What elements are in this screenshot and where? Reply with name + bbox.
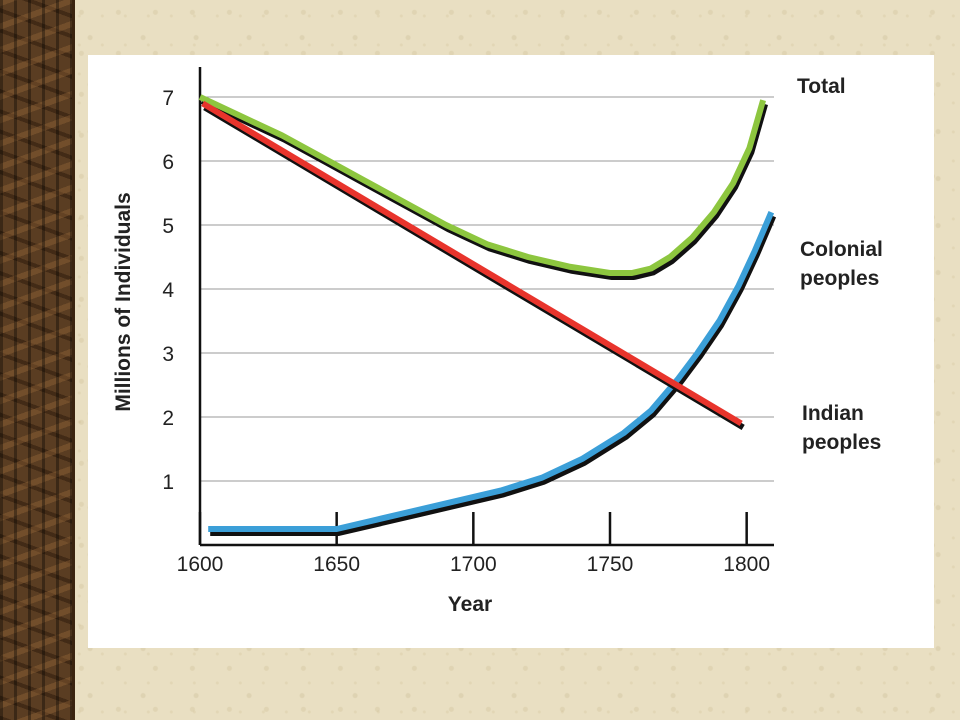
y-tick-label: 2 <box>162 407 174 430</box>
x-tick-label: 1600 <box>177 553 224 576</box>
series-line-total <box>198 94 766 276</box>
x-tick-label: 1700 <box>450 553 497 576</box>
x-tick-label: 1800 <box>723 553 770 576</box>
series-label-colonial-line1: Colonial <box>800 238 883 261</box>
x-tick-label: 1650 <box>313 553 360 576</box>
series-line-indian <box>201 100 743 426</box>
series-line-shadow-colonial <box>210 215 777 536</box>
series-label-colonial-line2: peoples <box>800 267 879 290</box>
y-tick-label: 3 <box>162 343 174 366</box>
series-label-total: Total <box>797 75 846 98</box>
y-tick-label: 4 <box>162 279 174 302</box>
y-tick-label: 6 <box>162 151 174 174</box>
series-label-indian-line1: Indian <box>802 402 864 425</box>
y-tick-label: 5 <box>162 215 174 238</box>
bark-texture-sidebar <box>0 0 75 720</box>
x-axis-title: Year <box>448 593 492 616</box>
series-label-indian-line2: peoples <box>802 431 881 454</box>
x-tick-label: 1750 <box>587 553 634 576</box>
series-line-colonial <box>208 211 775 532</box>
chart-panel: 1 2 3 4 5 6 7 1600 1650 1700 1750 1800 Year Millio… <box>88 55 934 648</box>
y-axis-title: Millions of Individuals <box>112 192 135 411</box>
y-tick-label: 7 <box>162 87 174 110</box>
y-tick-label: 1 <box>162 471 174 494</box>
population-line-chart: 1 2 3 4 5 6 7 1600 1650 1700 1750 1800 Year Millio… <box>112 67 883 616</box>
